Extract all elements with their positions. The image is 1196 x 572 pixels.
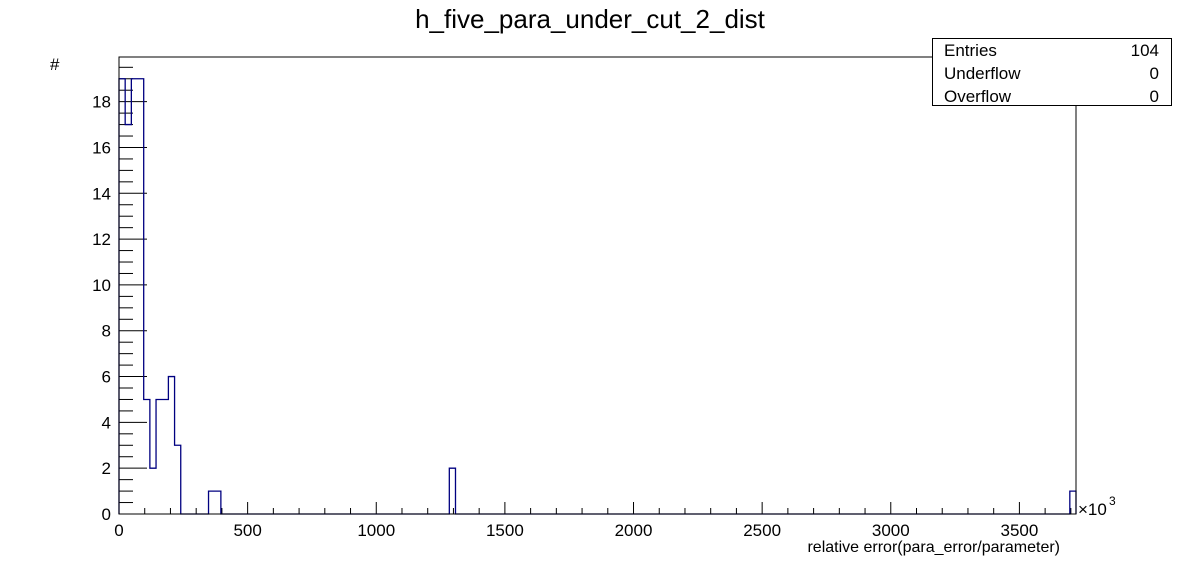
x-tick-label: 3000: [872, 521, 910, 540]
y-tick-label: 16: [92, 138, 111, 157]
entries-label: Entries: [944, 41, 997, 60]
overflow-label: Overflow: [944, 87, 1012, 106]
entries-value: 104: [1130, 41, 1159, 60]
y-tick-label: 12: [92, 230, 111, 249]
x-tick-label: 2000: [615, 521, 653, 540]
y-tick-label: 10: [92, 276, 111, 295]
tick-labels: 0 500 1000 1500 2000 2500 3000 3500 0 2 4 6 8 10 12 14 1…: [92, 93, 1038, 540]
chart-title: h_five_para_under_cut_2_dist: [415, 4, 765, 34]
x-tick-label: 3500: [1000, 521, 1038, 540]
x-axis-multiplier: ×10: [1078, 500, 1107, 519]
y-tick-label: 18: [92, 93, 111, 112]
y-axis-label: #: [50, 55, 60, 74]
x-axis-label: relative error(para_error/parameter): [807, 539, 1060, 556]
x-tick-label: 0: [114, 521, 123, 540]
x-tick-label: 1000: [357, 521, 395, 540]
y-tick-label: 14: [92, 184, 111, 203]
histogram-outline: [118, 78, 1077, 515]
y-tick-label: 8: [102, 322, 111, 341]
y-tick-label: 4: [102, 413, 111, 432]
plot-frame: [118, 56, 1077, 515]
stats-row-underflow: Underflow 0: [944, 62, 1159, 85]
x-tick-label: 1500: [486, 521, 524, 540]
y-tick-label: 0: [102, 505, 111, 524]
stats-row-entries: Entries 104: [944, 39, 1159, 62]
underflow-value: 0: [1149, 64, 1159, 83]
x-tick-label: 2500: [743, 521, 781, 540]
stats-row-overflow: Overflow 0: [944, 85, 1159, 108]
y-tick-label: 6: [102, 368, 111, 387]
stats-box: Entries 104 Underflow 0 Overflow 0: [932, 38, 1172, 106]
y-tick-label: 2: [102, 459, 111, 478]
underflow-label: Underflow: [944, 64, 1021, 83]
x-axis-multiplier-exponent: 3: [1109, 494, 1116, 508]
overflow-value: 0: [1149, 87, 1159, 106]
axis-ticks: [118, 66, 1072, 515]
x-tick-label: 500: [233, 521, 261, 540]
